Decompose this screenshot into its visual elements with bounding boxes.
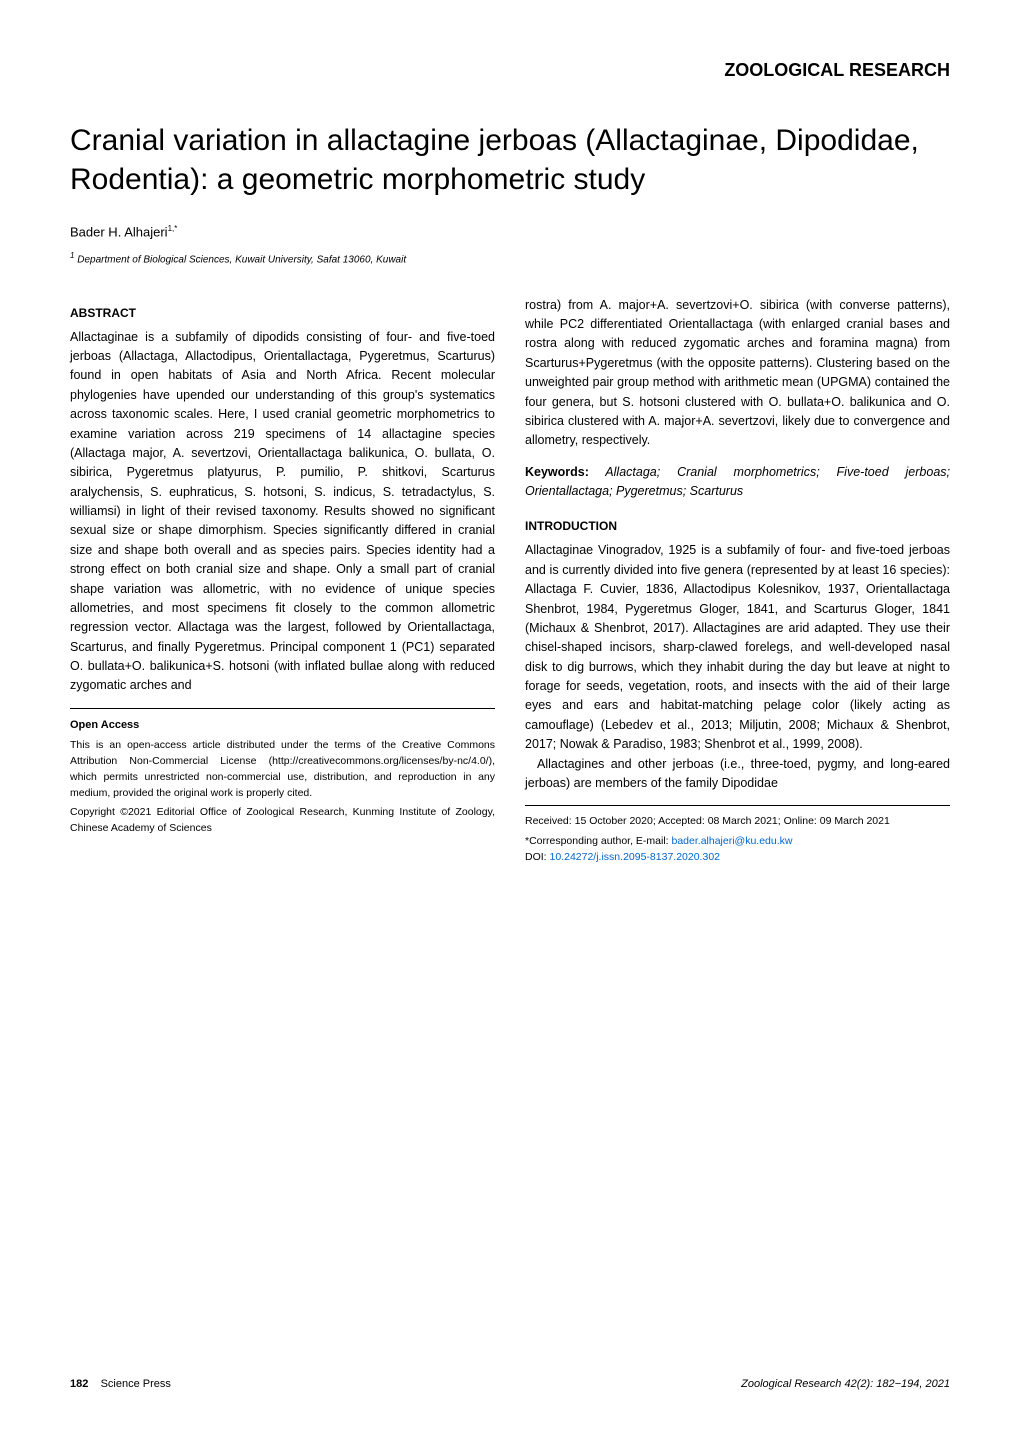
corresponding-author: *Corresponding author, E-mail: bader.alh… [525, 834, 950, 850]
section-divider [70, 708, 495, 709]
two-column-content: ABSTRACT Allactaginae is a subfamily of … [70, 296, 950, 866]
left-column: ABSTRACT Allactaginae is a subfamily of … [70, 296, 495, 866]
introduction-p2: Allactagines and other jerboas (i.e., th… [525, 755, 950, 794]
doi-line: DOI: 10.24272/j.issn.2095-8137.2020.302 [525, 850, 950, 866]
received-dates: Received: 15 October 2020; Accepted: 08 … [525, 814, 950, 830]
article-title: Cranial variation in allactagine jerboas… [70, 121, 950, 199]
footer-citation: Zoological Research 42(2): 182−194, 2021 [741, 1378, 950, 1390]
open-access-heading: Open Access [70, 717, 495, 734]
author-name: Bader H. Alhajeri1,* [70, 224, 950, 239]
open-access-body: This is an open-access article distribut… [70, 738, 495, 801]
right-column: rostra) from A. major+A. severtzovi+O. s… [525, 296, 950, 866]
journal-header: ZOOLOGICAL RESEARCH [70, 60, 950, 81]
keywords-block: Keywords: Allactaga; Cranial morphometri… [525, 463, 950, 502]
abstract-continuation: rostra) from A. major+A. severtzovi+O. s… [525, 296, 950, 451]
keywords-label: Keywords: [525, 465, 589, 479]
doi-value[interactable]: 10.24272/j.issn.2095-8137.2020.302 [550, 851, 720, 863]
introduction-heading: INTRODUCTION [525, 517, 950, 535]
keywords-text: Allactaga; Cranial morphometrics; Five-t… [525, 465, 950, 498]
section-divider [525, 805, 950, 806]
affiliation: 1 Department of Biological Sciences, Kuw… [70, 251, 950, 265]
press-name: Science Press [101, 1378, 171, 1390]
footer-left: 182 Science Press [70, 1378, 171, 1390]
abstract-heading: ABSTRACT [70, 304, 495, 322]
affiliation-text: Department of Biological Sciences, Kuwai… [74, 255, 406, 266]
page-footer: 182 Science Press Zoological Research 42… [70, 1378, 950, 1390]
copyright-text: Copyright ©2021 Editorial Office of Zool… [70, 805, 495, 837]
author-text: Bader H. Alhajeri [70, 224, 168, 239]
introduction-p1: Allactaginae Vinogradov, 1925 is a subfa… [525, 541, 950, 754]
doi-label: DOI: [525, 851, 550, 863]
corresponding-label: *Corresponding author, E-mail: [525, 835, 672, 847]
abstract-body: Allactaginae is a subfamily of dipodids … [70, 328, 495, 696]
page-number: 182 [70, 1378, 88, 1390]
author-superscript: 1,* [168, 224, 178, 233]
corresponding-email[interactable]: bader.alhajeri@ku.edu.kw [672, 835, 793, 847]
